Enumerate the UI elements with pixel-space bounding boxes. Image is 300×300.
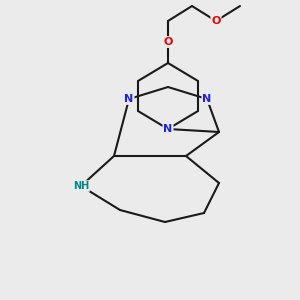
Text: N: N	[124, 94, 134, 104]
Text: O: O	[211, 16, 221, 26]
Text: NH: NH	[73, 181, 89, 191]
Text: O: O	[163, 37, 173, 47]
Text: N: N	[202, 94, 211, 104]
Text: N: N	[164, 124, 172, 134]
